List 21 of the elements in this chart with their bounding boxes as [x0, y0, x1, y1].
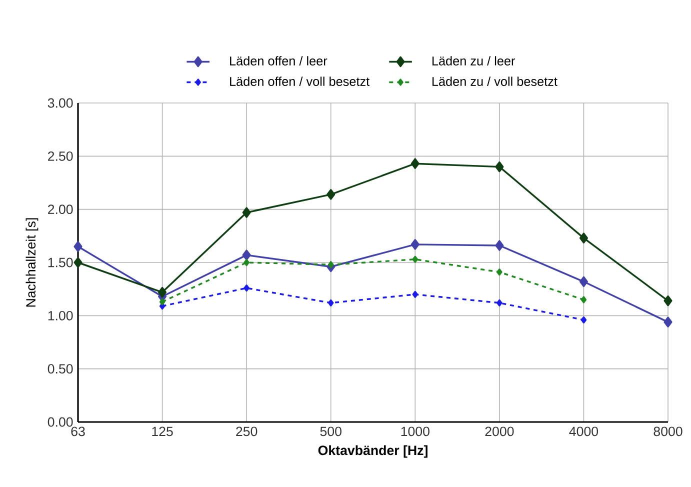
legend-label: Läden offen / voll besetzt — [230, 76, 370, 86]
y-tick-label: 0.50 — [48, 364, 73, 374]
legend-label: Läden zu / voll besetzt — [432, 76, 558, 86]
x-tick-label: 4000 — [569, 426, 598, 436]
y-axis-title: Nachhallzeit [s] — [26, 218, 38, 307]
x-tick-label: 125 — [152, 426, 173, 436]
x-tick-label: 1000 — [401, 426, 430, 436]
legend-label: Läden zu / leer — [432, 56, 516, 66]
x-tick-label: 500 — [320, 426, 342, 436]
y-tick-label: 0.00 — [48, 417, 73, 427]
legend-label: Läden offen / leer — [230, 56, 328, 66]
y-tick-label: 2.50 — [48, 151, 73, 161]
x-axis-title: Oktavbänder [Hz] — [318, 445, 428, 458]
y-tick-label: 3.00 — [48, 98, 73, 108]
x-tick-label: 250 — [236, 426, 258, 436]
x-tick-label: 63 — [71, 426, 85, 436]
x-tick-label: 8000 — [654, 426, 682, 436]
x-tick-label: 2000 — [485, 426, 514, 436]
y-tick-label: 1.00 — [48, 310, 73, 320]
y-tick-label: 1.50 — [48, 258, 73, 268]
y-tick-label: 2.00 — [48, 204, 73, 214]
